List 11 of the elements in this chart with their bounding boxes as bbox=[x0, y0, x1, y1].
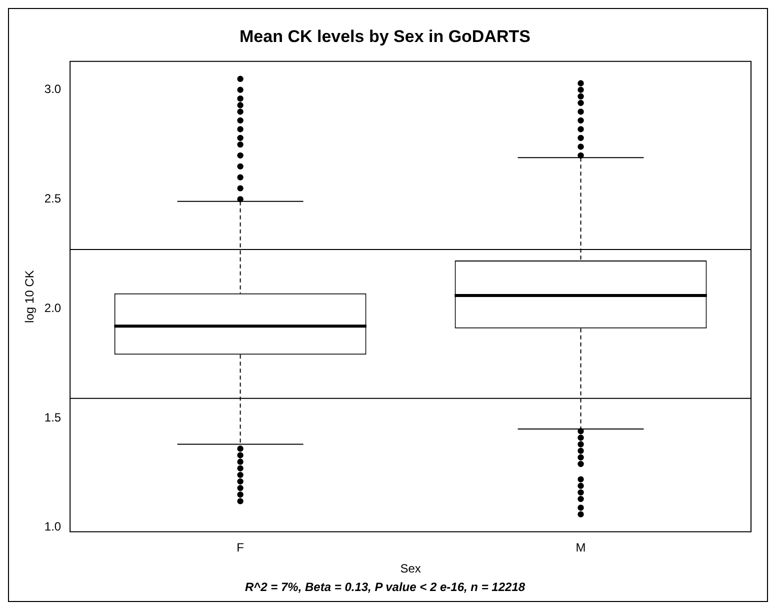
chart-title: Mean CK levels by Sex in GoDARTS bbox=[240, 26, 530, 46]
y-tick-label: 1.5 bbox=[44, 410, 62, 424]
x-axis-title: Sex bbox=[400, 562, 421, 576]
x-tick-label: F bbox=[236, 540, 244, 554]
y-tick-label: 1.0 bbox=[44, 520, 62, 534]
y-tick-label: 2.5 bbox=[44, 192, 62, 206]
y-axis-title: log 10 CK bbox=[22, 270, 37, 323]
text: R^2 = 7%, Beta = 0.13, P value < 2 e-16, n = 12218 bbox=[244, 580, 526, 594]
y-tick-label: 3.0 bbox=[44, 82, 62, 96]
y-tick-label: 2.0 bbox=[44, 300, 62, 315]
x-tick-label: M bbox=[576, 540, 586, 554]
